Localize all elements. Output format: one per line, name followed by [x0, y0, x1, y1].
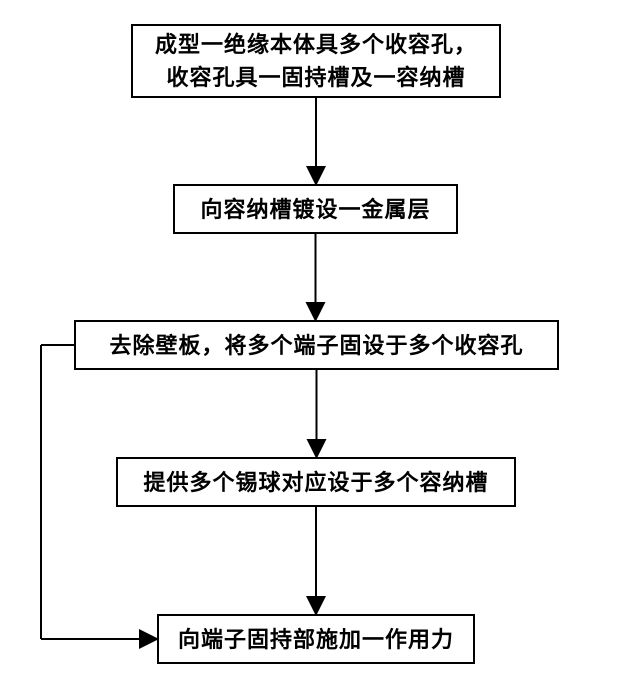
node-label: 向端子固持部施加一作用力: [178, 623, 454, 656]
flowchart-node-node5: 向端子固持部施加一作用力: [157, 614, 475, 664]
node-label: 去除壁板，将多个端子固设于多个收容孔: [109, 329, 523, 362]
flowchart-node-node2: 向容纳槽镀设一金属层: [173, 184, 458, 234]
flowchart-node-node4: 提供多个锡球对应设于多个容纳槽: [116, 457, 516, 507]
flowchart-node-node3: 去除壁板，将多个端子固设于多个收容孔: [74, 320, 559, 370]
node-label: 提供多个锡球对应设于多个容纳槽: [143, 466, 488, 499]
node-label: 成型一绝缘本体具多个收容孔，收容孔具一固持槽及一容纳槽: [155, 28, 477, 94]
node-label: 向容纳槽镀设一金属层: [200, 193, 430, 226]
flowchart-node-node1: 成型一绝缘本体具多个收容孔，收容孔具一固持槽及一容纳槽: [131, 24, 501, 98]
